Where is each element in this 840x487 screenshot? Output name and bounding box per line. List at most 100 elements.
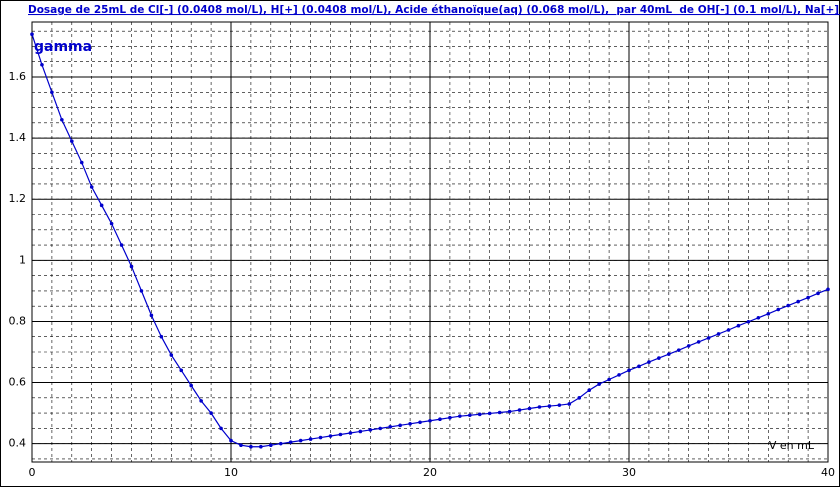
data-point: [318, 435, 323, 440]
data-point: [716, 332, 721, 336]
data-point: [537, 405, 542, 409]
y-axis-label: gamma: [34, 39, 92, 55]
data-point: [507, 409, 512, 414]
data-point: [458, 414, 462, 418]
data-point: [567, 402, 572, 406]
y-tick-label: 1.4: [9, 131, 27, 144]
data-point: [597, 382, 601, 386]
data-point: [796, 299, 800, 304]
data-point: [239, 443, 243, 447]
data-point: [358, 429, 363, 434]
data-point: [50, 90, 54, 95]
data-point: [288, 440, 293, 444]
data-point: [179, 368, 184, 373]
data-point: [209, 411, 213, 415]
y-tick-label: 1.6: [9, 70, 27, 83]
data-point: [756, 315, 761, 320]
y-tick-label: 0.4: [9, 437, 27, 450]
data-point: [577, 396, 582, 400]
data-point: [786, 303, 790, 308]
data-point: [99, 203, 104, 208]
chart-title: Dosage de 25mL de Cl[-] (0.0408 mol/L), …: [28, 4, 840, 16]
data-point: [776, 307, 781, 312]
data-point: [219, 426, 223, 431]
data-point: [139, 289, 144, 293]
data-point: [378, 426, 383, 431]
x-tick-label: 0: [29, 466, 36, 479]
data-point: [328, 434, 333, 438]
data-point: [726, 328, 731, 332]
data-point: [617, 373, 621, 377]
x-tick-label: 20: [423, 466, 437, 479]
data-point: [826, 287, 830, 292]
data-point: [60, 117, 64, 122]
data-point: [278, 441, 283, 446]
data-point: [79, 160, 84, 165]
data-point: [557, 403, 562, 407]
data-point: [806, 295, 810, 300]
data-point: [169, 353, 174, 357]
grid: [31, 22, 829, 462]
y-tick-label: 1.2: [9, 192, 27, 205]
data-point: [637, 364, 641, 369]
data-point: [269, 443, 273, 447]
data-point: [527, 406, 532, 411]
data-point: [477, 412, 482, 417]
data-point: [657, 356, 661, 360]
data-point: [368, 428, 373, 432]
data-point: [149, 313, 154, 318]
data-point: [119, 243, 124, 247]
data-point: [607, 377, 611, 382]
data-point: [418, 420, 422, 425]
data-point: [388, 425, 393, 429]
plot-area: [31, 21, 829, 463]
data-point: [438, 417, 442, 422]
x-axis-label: V en mL: [769, 439, 815, 452]
data-point: [816, 291, 820, 296]
data-point: [30, 32, 34, 37]
data-point: [348, 431, 353, 435]
data-point: [766, 312, 771, 316]
data-point: [129, 264, 134, 269]
data-point: [159, 334, 164, 339]
data-point: [517, 408, 522, 412]
data-point: [89, 185, 94, 189]
data-point: [229, 438, 233, 443]
data-point: [338, 432, 343, 437]
x-tick-label: 40: [821, 466, 835, 479]
data-point: [249, 444, 253, 449]
data-point: [189, 383, 193, 388]
x-tick-label: 10: [224, 466, 238, 479]
data-point: [259, 444, 263, 449]
data-point: [746, 319, 751, 324]
data-point: [408, 422, 412, 426]
data-point: [298, 438, 303, 443]
y-tick-label: 0.8: [9, 314, 27, 327]
data-point: [468, 413, 472, 418]
data-point: [40, 62, 44, 67]
data-point: [70, 139, 74, 143]
data-point: [497, 410, 502, 415]
data-point: [667, 352, 671, 356]
data-point: [706, 336, 711, 340]
data-point: [308, 437, 313, 441]
data-point: [696, 340, 701, 344]
y-tick-label: 1: [19, 253, 26, 266]
y-tick-label: 0.6: [9, 376, 27, 389]
data-point: [547, 404, 552, 408]
data-point: [676, 348, 681, 352]
data-point: [398, 423, 402, 428]
data-point: [587, 388, 591, 392]
data-point: [487, 411, 492, 416]
data-point: [686, 344, 691, 348]
data-point: [199, 399, 203, 403]
x-tick-label: 30: [622, 466, 636, 479]
data-point: [428, 418, 432, 423]
data-point: [647, 360, 651, 364]
data-point: [736, 323, 741, 328]
data-point: [448, 415, 452, 420]
data-point: [627, 368, 631, 373]
data-point: [109, 221, 114, 226]
